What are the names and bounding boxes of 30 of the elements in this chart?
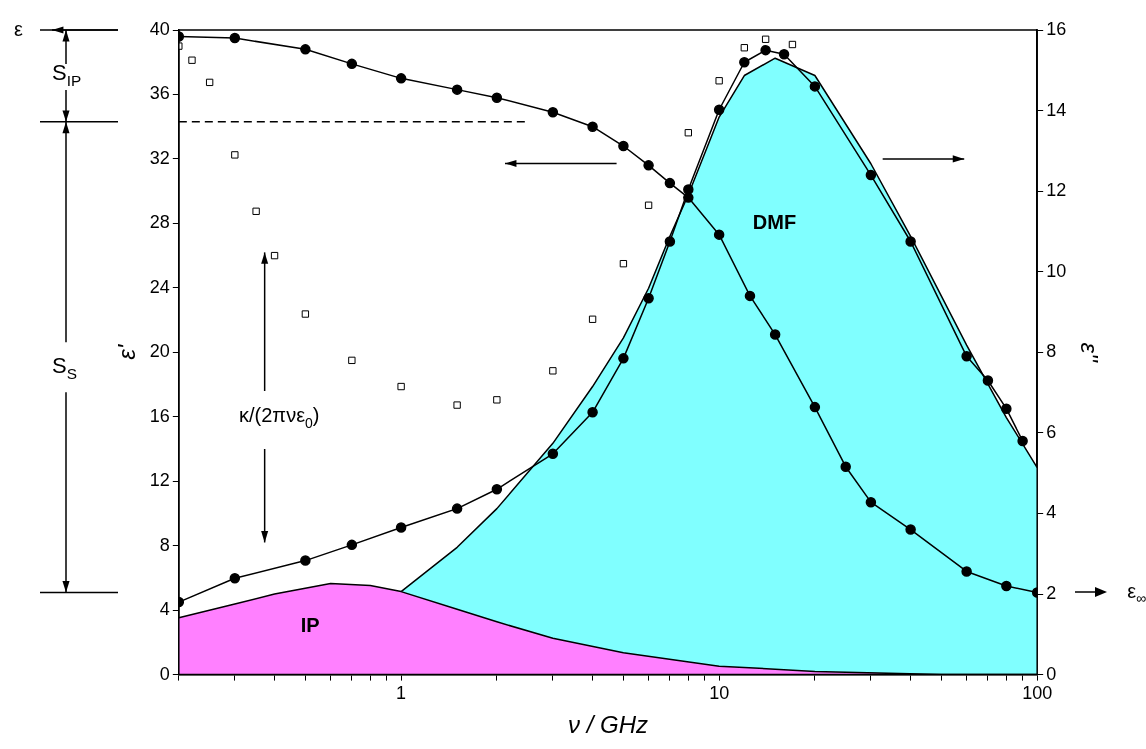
x-tick-label: 1 <box>396 683 407 704</box>
y2-tick-label: 4 <box>1046 502 1057 523</box>
y-tick-label: 4 <box>159 599 170 620</box>
y2-tick-label: 14 <box>1046 99 1067 120</box>
y2-tick-label: 8 <box>1046 341 1057 362</box>
y2-tick-label: 16 <box>1046 18 1067 39</box>
text: ε <box>14 17 23 40</box>
y-tick-label: 32 <box>149 147 170 168</box>
y-tick-label: 0 <box>159 663 170 684</box>
y-tick-label: 8 <box>159 534 170 555</box>
y-tick-label: 20 <box>149 341 170 362</box>
annotation: DMF <box>752 210 797 233</box>
y2-tick-label: 2 <box>1046 582 1057 603</box>
y2-tick-label: 0 <box>1046 663 1057 684</box>
annotation: IP <box>300 614 320 637</box>
x-tick-label: 100 <box>1022 683 1053 704</box>
y-tick-label: 40 <box>149 18 170 39</box>
y2-tick-label: 6 <box>1046 421 1057 442</box>
y2-axis-title: ε'' <box>1075 342 1103 364</box>
y-tick-label: 24 <box>149 276 170 297</box>
y-tick-label: 12 <box>149 470 170 491</box>
x-axis-title: ν / GHz <box>567 711 649 739</box>
y-tick-label: 28 <box>149 212 170 233</box>
y-tick-label: 16 <box>149 405 170 426</box>
y-tick-label: 36 <box>149 83 170 104</box>
y2-tick-label: 12 <box>1046 180 1067 201</box>
text: ε∞ <box>1127 579 1146 607</box>
y2-tick-label: 10 <box>1046 260 1067 281</box>
x-tick-label: 10 <box>709 683 730 704</box>
y-axis-title: ε' <box>113 343 141 360</box>
